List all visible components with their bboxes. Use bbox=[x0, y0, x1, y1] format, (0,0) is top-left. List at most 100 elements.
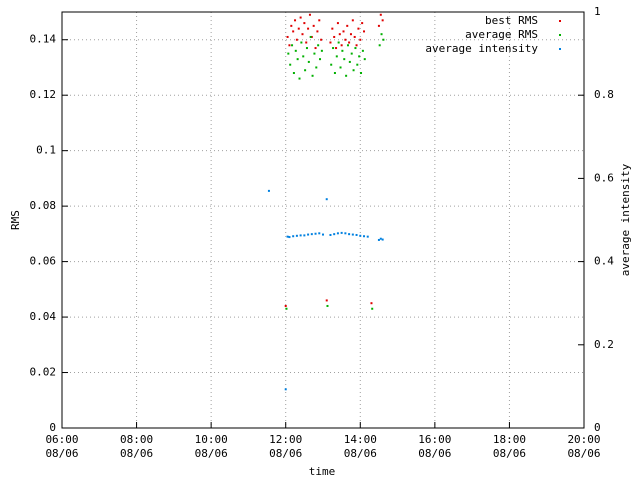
point bbox=[316, 30, 319, 33]
point bbox=[337, 41, 340, 44]
point bbox=[353, 35, 356, 38]
y2-axis-title: average intensity bbox=[619, 163, 632, 276]
point bbox=[314, 47, 317, 50]
x-tick-label: 12:00 08/06 bbox=[269, 433, 303, 460]
point bbox=[288, 44, 291, 47]
point bbox=[301, 33, 304, 36]
point bbox=[285, 307, 288, 310]
point bbox=[302, 55, 305, 58]
legend-swatch bbox=[559, 20, 561, 22]
point bbox=[291, 44, 294, 47]
y-tick-label: 0.02 bbox=[30, 366, 57, 379]
y-tick-label: 0.08 bbox=[30, 199, 57, 212]
point bbox=[377, 24, 380, 27]
point bbox=[363, 58, 366, 61]
point bbox=[305, 47, 308, 50]
point bbox=[312, 24, 315, 27]
x-tick-label: 10:00 08/06 bbox=[194, 433, 228, 460]
point bbox=[319, 58, 322, 61]
point bbox=[333, 72, 336, 75]
y2-tick-label: 0 bbox=[594, 421, 601, 434]
point bbox=[363, 235, 366, 238]
point bbox=[363, 30, 366, 33]
point bbox=[315, 66, 318, 69]
point bbox=[377, 238, 380, 241]
point bbox=[346, 24, 349, 27]
x-tick-label: 08:00 08/06 bbox=[120, 433, 154, 460]
point bbox=[303, 22, 306, 25]
point bbox=[318, 19, 321, 22]
point bbox=[378, 44, 381, 47]
point bbox=[343, 58, 346, 61]
point bbox=[310, 233, 313, 236]
point bbox=[284, 304, 287, 307]
point bbox=[335, 55, 338, 58]
x-tick-label: 18:00 08/06 bbox=[492, 433, 526, 460]
point bbox=[311, 74, 314, 77]
point bbox=[310, 35, 313, 38]
point bbox=[307, 233, 310, 236]
point bbox=[339, 66, 342, 69]
point bbox=[348, 60, 351, 63]
point bbox=[318, 232, 321, 235]
point bbox=[308, 13, 311, 16]
point bbox=[294, 19, 297, 22]
point bbox=[314, 232, 317, 235]
point bbox=[351, 233, 354, 236]
point bbox=[379, 237, 382, 240]
point bbox=[290, 24, 293, 27]
point bbox=[366, 235, 369, 238]
point bbox=[288, 236, 291, 239]
point bbox=[348, 233, 351, 236]
point bbox=[336, 22, 339, 25]
point bbox=[329, 233, 332, 236]
point bbox=[370, 302, 373, 305]
x-axis-title: time bbox=[309, 465, 336, 478]
point bbox=[307, 60, 310, 63]
point bbox=[320, 38, 323, 41]
point bbox=[296, 58, 299, 61]
legend-swatch bbox=[559, 34, 561, 36]
point bbox=[298, 77, 301, 80]
y-axis-title: RMS bbox=[9, 210, 22, 230]
point bbox=[332, 47, 335, 50]
point bbox=[361, 22, 364, 25]
point bbox=[292, 30, 295, 33]
point bbox=[360, 72, 363, 75]
point bbox=[335, 47, 338, 50]
point bbox=[356, 63, 359, 66]
y2-tick-label: 1 bbox=[594, 5, 601, 18]
point bbox=[304, 69, 307, 72]
point bbox=[344, 38, 347, 41]
point bbox=[345, 74, 348, 77]
point bbox=[299, 16, 302, 19]
point bbox=[303, 234, 306, 237]
point bbox=[313, 52, 316, 55]
point bbox=[307, 27, 310, 30]
point bbox=[355, 44, 358, 47]
point bbox=[381, 19, 384, 22]
x-tick-label: 06:00 08/06 bbox=[45, 433, 79, 460]
point bbox=[358, 55, 361, 58]
point bbox=[352, 69, 355, 72]
point bbox=[348, 41, 351, 44]
point bbox=[292, 235, 295, 238]
point bbox=[371, 307, 374, 310]
point bbox=[286, 235, 289, 238]
point bbox=[382, 38, 385, 41]
point bbox=[349, 33, 352, 36]
x-tick-label: 14:00 08/06 bbox=[343, 433, 377, 460]
point bbox=[379, 13, 382, 16]
point bbox=[297, 27, 300, 30]
point bbox=[289, 63, 292, 66]
point bbox=[309, 35, 312, 38]
legend-label: average RMS bbox=[465, 28, 538, 41]
point bbox=[329, 41, 332, 44]
y2-tick-label: 0.4 bbox=[594, 255, 614, 268]
point bbox=[344, 232, 347, 235]
point bbox=[346, 44, 349, 47]
x-tick-label: 16:00 08/06 bbox=[418, 433, 452, 460]
point bbox=[317, 44, 320, 47]
